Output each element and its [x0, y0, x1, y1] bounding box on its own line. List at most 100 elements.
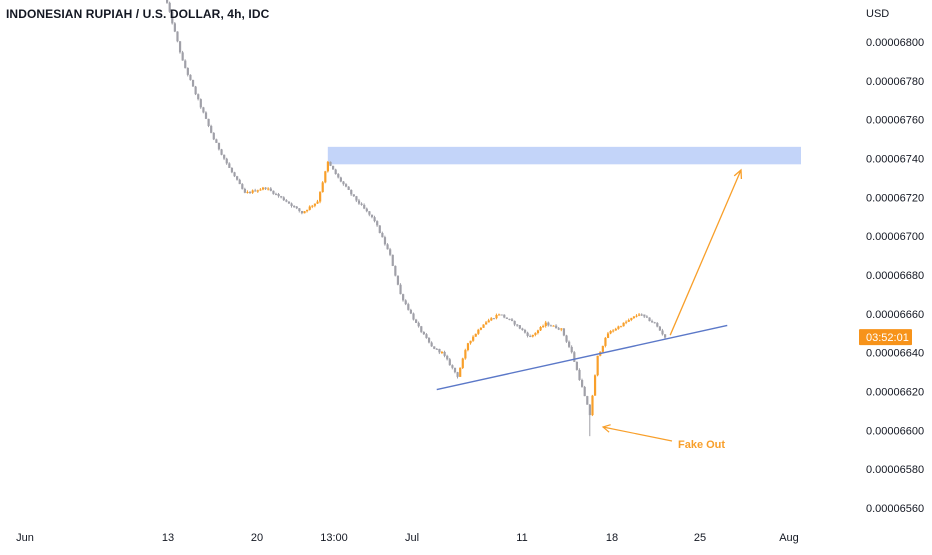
candle: [529, 334, 532, 338]
y-tick-label: 0.00006720: [866, 192, 924, 204]
countdown-tag: [859, 329, 912, 346]
candle-body: [355, 196, 358, 201]
candle-body: [220, 149, 223, 155]
candle-body: [394, 265, 397, 276]
candle: [210, 124, 213, 134]
candle-body: [451, 365, 454, 368]
candle-body: [625, 321, 628, 323]
candle-body: [402, 294, 405, 301]
x-tick-label: Jun: [16, 532, 34, 544]
candle-body: [448, 359, 451, 366]
candle: [412, 312, 415, 321]
candle: [319, 191, 322, 204]
y-tick-label: 0.00006740: [866, 154, 924, 166]
candle: [581, 378, 584, 388]
candle: [420, 325, 423, 334]
candle: [399, 283, 402, 295]
y-axis-unit: USD: [866, 8, 889, 20]
candle-body: [277, 194, 280, 197]
candle-body: [256, 190, 259, 192]
candle-body: [223, 154, 226, 159]
y-tick-label: 0.00006600: [866, 425, 924, 437]
candle: [407, 302, 410, 311]
candle: [357, 198, 361, 205]
candle-body: [204, 112, 208, 119]
candle-body: [420, 326, 423, 332]
candle: [176, 31, 179, 43]
candle: [440, 350, 444, 355]
candle: [586, 395, 589, 405]
candle: [466, 342, 470, 352]
candle: [233, 171, 236, 178]
candle: [503, 314, 506, 319]
candle-body: [427, 337, 431, 343]
candle: [191, 79, 195, 87]
candle: [619, 325, 623, 328]
candle: [409, 308, 413, 315]
candle-body: [518, 325, 521, 329]
candle-body: [298, 208, 301, 211]
candle: [269, 187, 272, 192]
candle-body: [285, 200, 288, 202]
candle-body: [233, 172, 236, 177]
y-tick-label: 0.00006620: [866, 387, 924, 399]
candle: [526, 331, 529, 338]
candle: [350, 189, 353, 196]
candle-body: [581, 379, 584, 387]
candle: [352, 194, 355, 197]
candle: [184, 59, 187, 69]
y-tick-label: 0.00006560: [866, 503, 924, 515]
candle: [614, 327, 617, 331]
candle-body: [347, 186, 350, 190]
candle: [311, 204, 314, 209]
candle: [573, 350, 576, 363]
y-tick-label: 0.00006780: [866, 76, 924, 88]
candle: [557, 326, 560, 331]
candle-body: [425, 334, 428, 338]
candle-body: [440, 351, 444, 353]
candle: [378, 225, 381, 234]
candle-body: [505, 317, 508, 319]
candle: [612, 329, 615, 333]
candle: [474, 333, 477, 337]
candle: [334, 168, 337, 175]
candle: [267, 187, 270, 191]
candle-body: [453, 367, 457, 373]
candle: [542, 324, 545, 328]
candle-body: [365, 208, 368, 212]
candle-body: [259, 189, 262, 191]
candle-body: [562, 328, 566, 336]
candle: [430, 341, 433, 347]
candle: [531, 334, 534, 338]
candle-body: [490, 318, 493, 321]
projection-arrow: [669, 169, 742, 336]
candle-body: [619, 326, 623, 328]
candle: [523, 328, 527, 334]
candle: [625, 320, 628, 325]
candle: [223, 154, 226, 161]
candle-body: [396, 275, 400, 285]
candle: [555, 324, 558, 329]
candle: [627, 318, 630, 323]
candle-body: [443, 351, 446, 356]
candle-body: [529, 335, 532, 337]
candle: [593, 374, 597, 396]
candle: [544, 320, 547, 328]
candle: [604, 336, 607, 348]
candle: [194, 85, 197, 96]
candle-body: [334, 169, 337, 175]
candle: [360, 202, 363, 206]
candle: [498, 313, 501, 316]
candle-body: [389, 249, 392, 255]
candle-body: [596, 355, 599, 376]
candle: [640, 313, 643, 316]
candle-body: [215, 139, 218, 143]
candle: [347, 186, 350, 191]
candle: [324, 170, 327, 184]
candle-body: [557, 328, 560, 330]
candle-body: [264, 187, 267, 189]
candle-body: [306, 209, 309, 212]
candle-body: [547, 322, 550, 326]
